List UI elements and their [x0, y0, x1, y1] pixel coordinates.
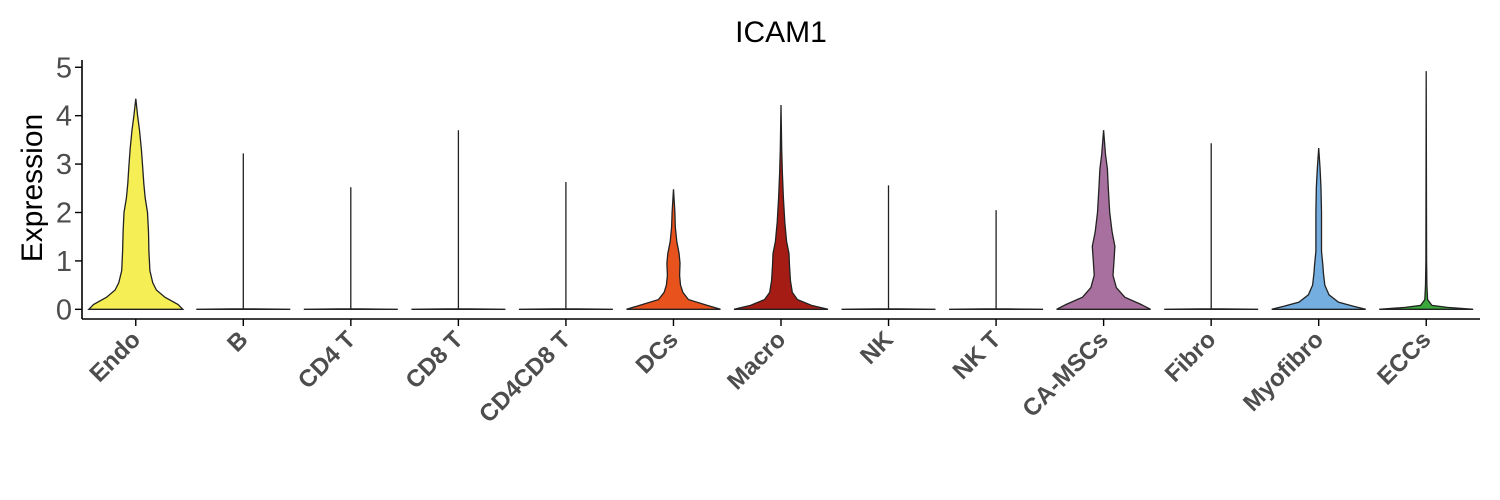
violin-myofibro	[1271, 148, 1366, 310]
y-tick-label: 3	[56, 149, 72, 181]
violin-b	[196, 153, 291, 310]
violin-cd4cd8-t	[518, 182, 613, 310]
x-tick-label-endo: Endo	[84, 326, 146, 388]
x-tick-label-dcs: DCs	[631, 326, 684, 379]
chart-title: ICAM1	[735, 16, 827, 49]
x-tick-label-eccs: ECCs	[1372, 326, 1436, 390]
x-tick-label-nk: NK	[855, 326, 899, 370]
violin-nk-t	[949, 210, 1044, 310]
violin-cd4-t	[303, 187, 398, 310]
y-tick-label: 2	[56, 197, 72, 229]
violin-nk	[841, 185, 936, 310]
violin-macro	[733, 104, 829, 310]
violin-endo	[87, 98, 185, 310]
violin-group	[87, 71, 1474, 310]
violin-ca-mscs	[1056, 130, 1151, 310]
y-tick-label: 4	[56, 101, 72, 133]
y-tick-label: 5	[56, 52, 72, 84]
y-axis-ticks: 0 1 2 3 4 5	[56, 52, 82, 326]
y-tick-label: 0	[56, 294, 72, 326]
x-tick-label-nk-t: NK T	[948, 326, 1007, 385]
x-tick-label-macro: Macro	[722, 326, 791, 395]
x-axis-ticks: Endo B CD4 T CD8 T CD4CD8 T DCs Macro NK NK T CA-…	[84, 319, 1436, 428]
violin-fibro	[1164, 143, 1259, 310]
x-tick-label-cd4-t: CD4 T	[293, 326, 361, 394]
x-tick-label-myofibro: Myofibro	[1238, 326, 1329, 417]
x-tick-label-ca-mscs: CA-MSCs	[1017, 326, 1113, 422]
x-tick-label-cd4cd8-t: CD4CD8 T	[474, 326, 576, 428]
violin-cd8-t	[411, 130, 506, 310]
violin-eccs	[1379, 71, 1474, 310]
y-axis-label: Expression	[16, 114, 49, 262]
x-tick-label-b: B	[222, 326, 253, 357]
violin-dcs	[626, 189, 721, 310]
x-tick-label-cd8-t: CD8 T	[401, 326, 469, 394]
y-tick-label: 1	[56, 246, 72, 278]
x-tick-label-fibro: Fibro	[1160, 326, 1222, 388]
